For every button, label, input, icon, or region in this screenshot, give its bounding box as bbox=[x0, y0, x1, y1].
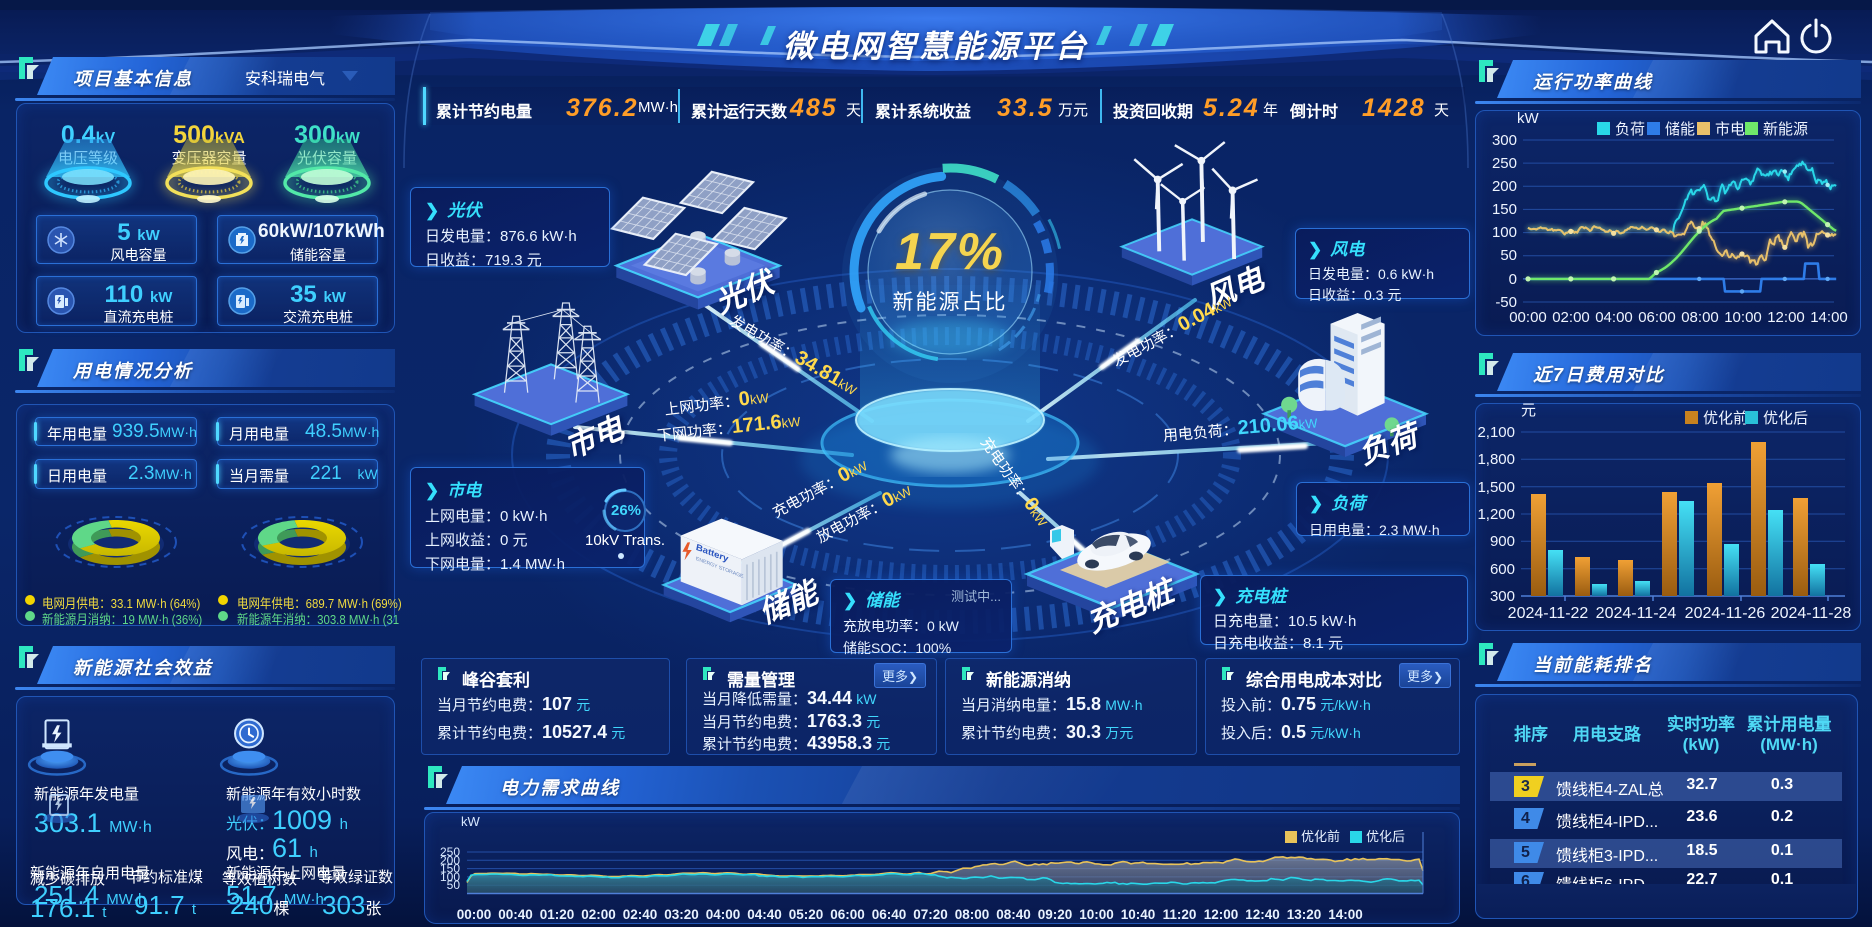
svg-text:150: 150 bbox=[1492, 201, 1517, 218]
svg-text:01:20: 01:20 bbox=[540, 907, 575, 922]
svg-text:1,800: 1,800 bbox=[1477, 451, 1515, 468]
svg-text:150: 150 bbox=[440, 862, 460, 876]
svg-text:2024-11-22: 2024-11-22 bbox=[1508, 605, 1589, 622]
svg-text:06:00: 06:00 bbox=[830, 907, 865, 922]
svg-text:900: 900 bbox=[1490, 533, 1515, 550]
svg-text:0: 0 bbox=[1509, 271, 1517, 288]
svg-text:07:20: 07:20 bbox=[913, 907, 948, 922]
svg-text:2024-11-26: 2024-11-26 bbox=[1685, 605, 1766, 622]
svg-text:04:00: 04:00 bbox=[706, 907, 741, 922]
svg-text:250: 250 bbox=[1492, 155, 1517, 172]
svg-text:元: 元 bbox=[1521, 403, 1536, 419]
svg-text:2024-11-28: 2024-11-28 bbox=[1771, 605, 1852, 622]
svg-text:14:00: 14:00 bbox=[1810, 309, 1848, 326]
svg-text:1,500: 1,500 bbox=[1477, 479, 1515, 496]
svg-text:储能: 储能 bbox=[1665, 121, 1695, 138]
svg-text:优化前: 优化前 bbox=[1301, 829, 1340, 844]
svg-text:10:00: 10:00 bbox=[1724, 309, 1762, 326]
svg-text:600: 600 bbox=[1490, 561, 1515, 578]
svg-text:02:00: 02:00 bbox=[1552, 309, 1590, 326]
svg-text:200: 200 bbox=[440, 853, 460, 867]
svg-text:13:20: 13:20 bbox=[1287, 907, 1322, 922]
svg-text:05:20: 05:20 bbox=[789, 907, 824, 922]
svg-text:优化后: 优化后 bbox=[1366, 829, 1405, 844]
svg-text:12:00: 12:00 bbox=[1767, 309, 1805, 326]
svg-text:优化前: 优化前 bbox=[1703, 410, 1748, 427]
svg-text:04:40: 04:40 bbox=[747, 907, 782, 922]
svg-text:200: 200 bbox=[1492, 178, 1517, 195]
svg-text:市电: 市电 bbox=[1715, 121, 1745, 138]
svg-text:2024-11-24: 2024-11-24 bbox=[1596, 605, 1677, 622]
svg-text:03:20: 03:20 bbox=[664, 907, 699, 922]
svg-text:11:20: 11:20 bbox=[1163, 907, 1197, 922]
svg-text:04:00: 04:00 bbox=[1595, 309, 1633, 326]
svg-text:00:40: 00:40 bbox=[498, 907, 533, 922]
svg-text:1,200: 1,200 bbox=[1477, 506, 1515, 523]
svg-text:-50: -50 bbox=[1495, 294, 1517, 311]
svg-text:06:40: 06:40 bbox=[872, 907, 907, 922]
svg-text:08:40: 08:40 bbox=[996, 907, 1031, 922]
svg-text:06:00: 06:00 bbox=[1638, 309, 1676, 326]
svg-text:12:40: 12:40 bbox=[1245, 907, 1280, 922]
svg-text:14:00: 14:00 bbox=[1328, 907, 1363, 922]
svg-text:新能源: 新能源 bbox=[1763, 121, 1808, 138]
svg-text:08:00: 08:00 bbox=[1681, 309, 1719, 326]
svg-text:10:40: 10:40 bbox=[1121, 907, 1156, 922]
svg-text:02:00: 02:00 bbox=[581, 907, 616, 922]
svg-text:50: 50 bbox=[1500, 247, 1517, 264]
svg-text:09:20: 09:20 bbox=[1038, 907, 1073, 922]
svg-text:10:00: 10:00 bbox=[1079, 907, 1114, 922]
svg-text:100: 100 bbox=[440, 870, 460, 884]
svg-text:50: 50 bbox=[447, 878, 461, 892]
svg-text:2,100: 2,100 bbox=[1477, 424, 1515, 441]
svg-text:12:00: 12:00 bbox=[1204, 907, 1239, 922]
svg-text:02:40: 02:40 bbox=[623, 907, 658, 922]
svg-text:00:00: 00:00 bbox=[1509, 309, 1547, 326]
svg-text:负荷: 负荷 bbox=[1615, 121, 1645, 138]
svg-text:300: 300 bbox=[1492, 132, 1517, 149]
svg-text:kW: kW bbox=[1517, 110, 1540, 127]
svg-text:300: 300 bbox=[1490, 588, 1515, 605]
svg-text:00:00: 00:00 bbox=[457, 907, 492, 922]
svg-text:250: 250 bbox=[440, 845, 460, 859]
svg-text:100: 100 bbox=[1492, 224, 1517, 241]
svg-text:优化后: 优化后 bbox=[1763, 410, 1808, 427]
svg-text:08:00: 08:00 bbox=[955, 907, 990, 922]
svg-text:kW: kW bbox=[461, 814, 481, 829]
